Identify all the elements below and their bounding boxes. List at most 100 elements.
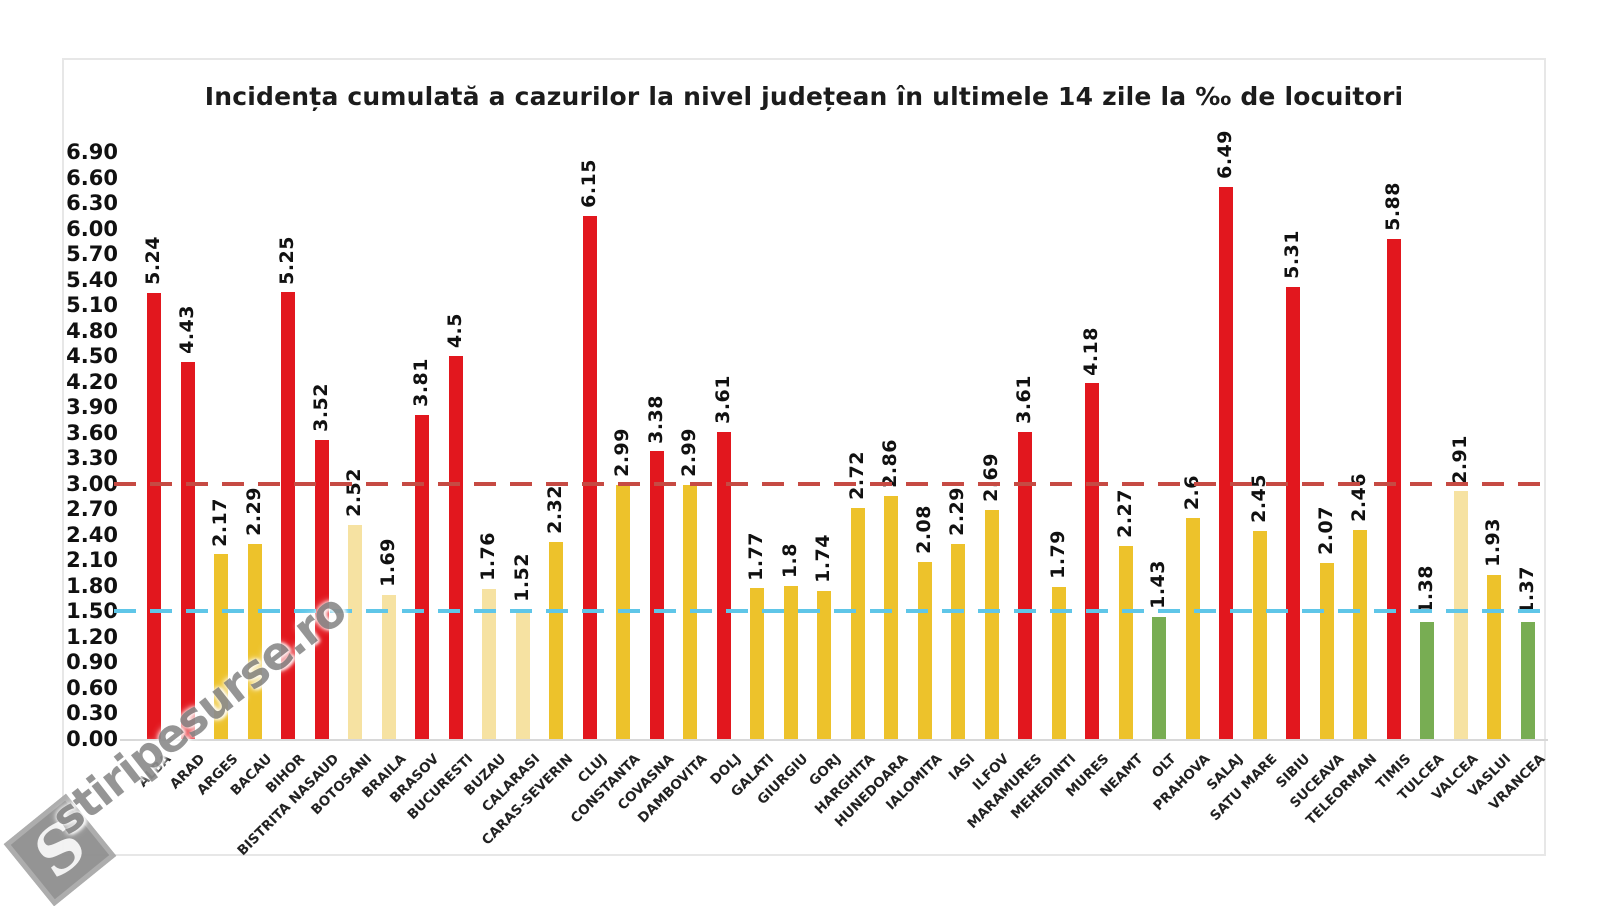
bar	[214, 554, 229, 739]
bar	[1386, 238, 1401, 739]
bar	[1353, 529, 1368, 739]
bar-value-label: 1.43	[1147, 560, 1170, 610]
bar-value-label: 2.72	[845, 450, 868, 500]
bar-value-label: 1.69	[376, 538, 399, 588]
bar-value-label: 2.32	[544, 484, 567, 534]
y-axis-tick-label: 6.60	[66, 165, 118, 190]
bar-value-label: 5.88	[1381, 181, 1404, 231]
bar	[1118, 545, 1133, 739]
bar	[817, 590, 832, 739]
reference-line-lower-threshold	[114, 609, 1542, 614]
y-axis-tick-label: 3.90	[66, 395, 118, 420]
bar	[783, 585, 798, 739]
bar-value-label: 5.25	[276, 235, 299, 285]
y-axis-tick-label: 4.80	[66, 318, 118, 343]
bar	[1286, 287, 1301, 739]
bar-value-label: 5.24	[142, 236, 164, 286]
y-axis-tick-label: 4.20	[66, 369, 118, 394]
bar	[348, 524, 363, 739]
bar	[549, 541, 564, 739]
bar-value-label: 2.29	[242, 487, 265, 537]
bar	[381, 595, 396, 739]
bar-value-label: 5.31	[1281, 230, 1304, 280]
y-axis-tick-label: 6.90	[66, 140, 118, 165]
bar-value-label: 2.86	[879, 438, 902, 488]
bar-value-label: 2.17	[209, 497, 232, 547]
bar-value-label: 2.27	[1113, 489, 1136, 538]
bar	[1219, 186, 1234, 739]
bar-value-label: 2.91	[1448, 434, 1471, 484]
bar-value-label: 1.93	[1482, 517, 1505, 567]
bar-value-label: 2.29	[946, 487, 969, 537]
y-axis-tick-label: 1.50	[66, 599, 118, 624]
y-axis-tick-label: 2.70	[66, 497, 118, 522]
bar	[448, 356, 463, 739]
y-axis-tick-label: 0.90	[66, 650, 118, 675]
bar-value-label: 4.43	[175, 305, 198, 355]
bar-value-label: 2.99	[678, 427, 701, 477]
bar-value-label: 1.74	[812, 534, 835, 583]
x-axis-label: ALBA	[134, 751, 175, 791]
bar-value-label: 1.37	[1515, 565, 1538, 615]
bar-value-label: 3.61	[1013, 375, 1036, 424]
bar	[750, 588, 765, 739]
bar	[247, 544, 262, 739]
bar-value-label: 3.38	[644, 394, 667, 444]
bar	[1051, 586, 1066, 739]
bar	[951, 544, 966, 739]
bar-value-label: 6.15	[577, 158, 600, 208]
bar-value-label: 3.61	[711, 375, 734, 424]
bar	[515, 609, 530, 739]
chart-title: Incidența cumulată a cazurilor la nivel …	[204, 82, 1404, 111]
bar-value-label: 2.6	[1180, 474, 1203, 510]
bar	[1085, 383, 1100, 739]
bar	[147, 293, 161, 739]
bar	[180, 362, 195, 739]
y-axis-tick-label: 3.60	[66, 420, 118, 445]
bar	[649, 451, 664, 739]
bar	[1420, 621, 1435, 739]
bar	[984, 510, 999, 739]
bar-value-label: 3.81	[410, 358, 433, 407]
y-axis-tick-label: 0.60	[66, 675, 118, 700]
y-axis-tick-label: 6.30	[66, 191, 118, 216]
bar	[716, 431, 731, 739]
bar-value-label: 2.07	[1314, 506, 1337, 555]
plot-area: 0.00 0.30 0.60 0.90 1.20 1.50 1.80 2.10 2.40 2.70…	[64, 60, 1548, 859]
bar-value-label: 1.8	[778, 542, 801, 578]
bar-value-label: 1.38	[1415, 564, 1438, 614]
y-axis-tick-label: 1.80	[66, 573, 118, 598]
y-axis-tick-label: 1.20	[66, 624, 118, 649]
y-axis-tick-label: 0.00	[66, 727, 118, 751]
bar	[917, 562, 932, 739]
bar	[1252, 530, 1267, 739]
reference-line-upper-threshold	[114, 481, 1542, 486]
y-axis-tick-label: 2.10	[66, 548, 118, 573]
bar-value-label: 1.77	[745, 531, 768, 581]
bar	[1152, 617, 1167, 739]
bar-value-label: 3.52	[309, 382, 332, 432]
bar	[884, 495, 899, 739]
y-axis-tick-label: 6.00	[66, 216, 118, 241]
y-axis-tick-label: 3.00	[66, 471, 118, 496]
bar	[314, 439, 329, 739]
bar-value-label: 2.08	[912, 505, 935, 555]
bar	[1487, 574, 1502, 739]
bar-value-label: 4.18	[1080, 326, 1103, 376]
bar-value-label: 2.52	[343, 467, 366, 517]
chart-frame: Incidența cumulată a cazurilor la nivel …	[62, 58, 1548, 859]
bar	[281, 292, 296, 739]
bar	[415, 414, 430, 739]
y-axis-tick-label: 3.30	[66, 446, 118, 471]
bar-value-label: 2.69	[979, 453, 1002, 503]
bar	[1319, 562, 1334, 739]
y-axis-tick-label: 5.10	[66, 293, 118, 318]
bar-value-label: 2.46	[1348, 472, 1371, 522]
bar	[1018, 431, 1033, 739]
bar-value-label: 1.79	[1046, 529, 1069, 579]
bar-value-label: 1.76	[477, 532, 500, 582]
y-axis-tick-label: 5.40	[66, 267, 118, 292]
y-axis-tick-label: 5.70	[66, 242, 118, 267]
x-axis-baseline	[120, 739, 1548, 741]
bar	[1453, 491, 1468, 739]
